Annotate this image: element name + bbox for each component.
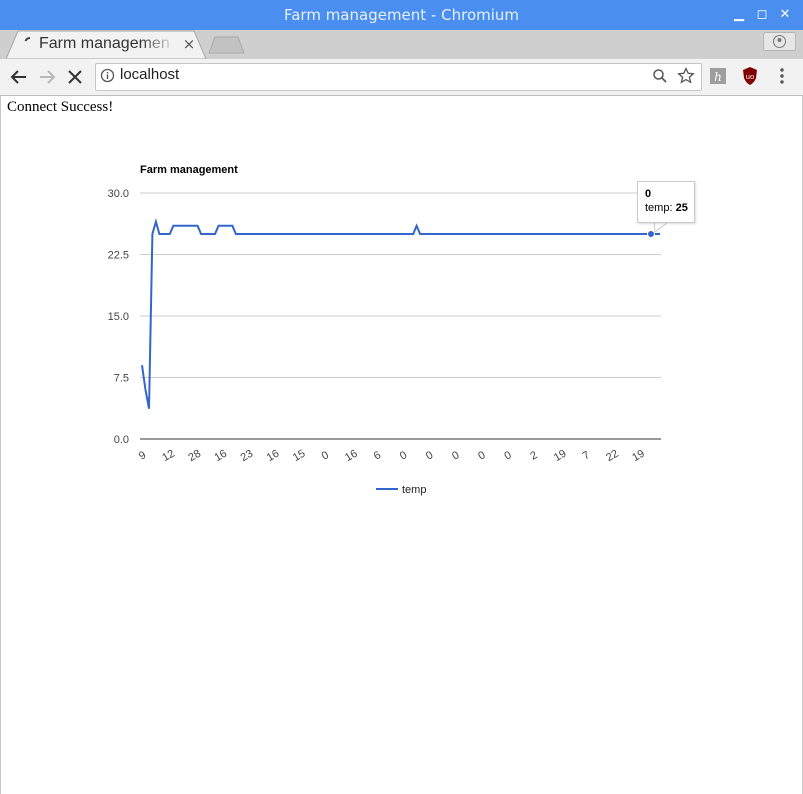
x-tick-label: 0 xyxy=(424,449,435,462)
x-tick-label: 0 xyxy=(398,449,409,462)
connection-status: Connect Success! xyxy=(7,99,114,115)
legend-label-temp: temp xyxy=(402,484,426,496)
chart-tooltip: 0 temp: 25 xyxy=(637,181,695,223)
hover-point[interactable] xyxy=(647,230,655,238)
chart-title: Farm management xyxy=(140,164,238,176)
y-tick-label: 30.0 xyxy=(108,188,129,200)
x-tick-label: 22 xyxy=(604,448,621,465)
tooltip-value: 25 xyxy=(675,202,688,214)
tooltip-header: 0 xyxy=(645,188,652,200)
tooltip-series-label: temp: xyxy=(645,202,673,214)
tab-close-icon[interactable]: × xyxy=(182,35,196,53)
minimize-icon[interactable]: ▁ xyxy=(734,7,744,22)
window-title: Farm management - Chromium xyxy=(283,6,520,24)
x-tick-label: 0 xyxy=(450,449,461,462)
x-tick-label: 7 xyxy=(581,449,592,462)
x-tick-label: 28 xyxy=(186,448,203,465)
info-icon[interactable] xyxy=(100,68,115,83)
series-line-temp xyxy=(141,218,660,409)
h-extension-icon[interactable]: h xyxy=(708,66,728,86)
window-titlebar: Farm management - Chromium ▁ ◻ ✕ xyxy=(0,0,803,30)
tab-title: Farm management xyxy=(39,35,169,52)
x-tick-label: 12 xyxy=(160,448,177,465)
url-text[interactable]: localhost xyxy=(120,66,180,83)
address-bar[interactable] xyxy=(95,63,702,91)
maximize-icon[interactable]: ◻ xyxy=(756,7,768,22)
x-tick-label: 9 xyxy=(137,449,148,462)
x-tick-label: 0 xyxy=(320,449,331,462)
zoom-icon[interactable] xyxy=(652,68,668,84)
x-tick-label: 2 xyxy=(528,449,539,462)
y-tick-label: 22.5 xyxy=(108,250,129,262)
x-tick-label: 19 xyxy=(552,448,569,465)
svg-text:h: h xyxy=(714,70,722,84)
x-tick-label: 16 xyxy=(343,448,360,465)
new-tab-button[interactable] xyxy=(208,36,246,54)
x-tick-label: 0 xyxy=(476,449,487,462)
svg-text:uo: uo xyxy=(746,73,755,81)
y-tick-label: 0.0 xyxy=(114,434,129,446)
x-tick-label: 16 xyxy=(265,448,282,465)
forward-button[interactable] xyxy=(34,64,60,90)
legend: temp xyxy=(376,484,426,496)
profile-icon[interactable] xyxy=(763,32,796,51)
close-window-icon[interactable]: ✕ xyxy=(779,7,791,22)
x-tick-label: 0 xyxy=(502,449,513,462)
x-tick-label: 19 xyxy=(630,448,647,465)
y-tick-label: 7.5 xyxy=(114,373,129,385)
y-tick-label: 15.0 xyxy=(108,311,129,323)
x-tick-label: 16 xyxy=(213,448,230,465)
x-tick-label: 23 xyxy=(239,448,256,465)
x-tick-label: 6 xyxy=(372,449,383,462)
x-tick-label: 15 xyxy=(291,448,308,465)
bookmark-star-icon[interactable] xyxy=(677,67,695,85)
back-button[interactable] xyxy=(6,64,32,90)
kebab-menu-icon[interactable] xyxy=(772,66,792,86)
stop-loading-button[interactable] xyxy=(62,64,88,90)
ublock-shield-icon[interactable]: uo xyxy=(740,66,760,86)
loading-spinner-icon xyxy=(24,37,31,42)
